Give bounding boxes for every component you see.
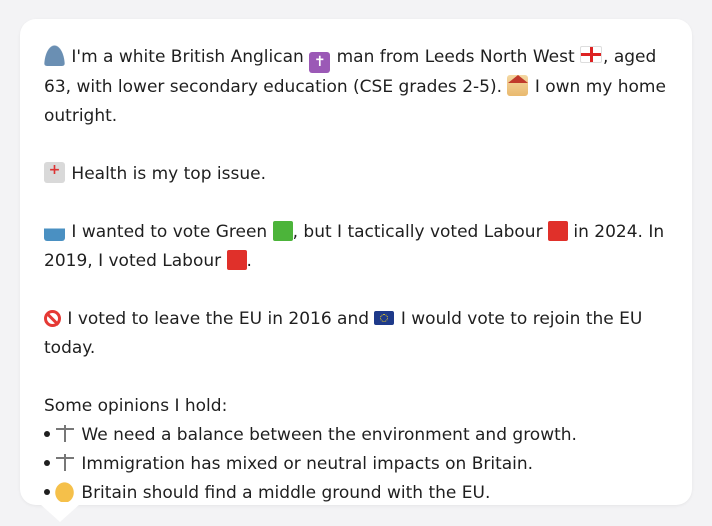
health-paragraph: Health is my top issue. [44,160,668,189]
red-square-icon [547,221,568,241]
opinions-heading: Some opinions I hold: [44,396,228,416]
identity-paragraph: I'm a white British Anglican ✝ man from … [44,43,668,131]
green-square-icon [272,221,293,241]
intro-text-3: , aged 63, with lower secondary educatio… [44,47,657,97]
vote-text-2: , but I tactically voted Labour [292,222,543,242]
opinion-item: Immigration has mixed or neutral impacts… [44,450,668,479]
intro-text-4: I own my home outright. [44,77,666,126]
vote-paragraph: I wanted to vote Green , but I tacticall… [44,218,668,276]
balance-scale-icon [54,423,75,444]
bullet-dot-icon [44,431,50,437]
speech-bubble-tail [40,504,80,522]
intro-text-2: man from Leeds North West [336,47,575,67]
opinion-text: Britain should find a middle ground with… [81,483,491,503]
eu-flag-icon [374,311,395,325]
red-square-icon [226,250,247,270]
eu-text-2: I would vote to rejoin the EU today. [44,309,643,358]
hospital-icon [44,160,65,183]
ballot-box-icon [44,220,65,241]
opinion-item: Britain should find a middle ground with… [44,479,668,508]
no-entry-icon [44,310,61,327]
vote-text-4: . [246,251,252,271]
bust-in-silhouette-icon [44,45,65,66]
bullet-dot-icon [44,460,50,466]
house-icon [507,75,529,96]
persona-card: I'm a white British Anglican ✝ man from … [20,19,692,505]
eu-paragraph: I voted to leave the EU in 2016 and I wo… [44,305,668,363]
england-flag-icon [580,46,603,63]
eu-text-1: I voted to leave the EU in 2016 and [67,309,370,329]
opinion-text: Immigration has mixed or neutral impacts… [81,454,534,474]
vote-text-1: I wanted to vote Green [71,222,268,242]
handshake-icon [54,481,75,502]
intro-text-1: I'm a white British Anglican [71,47,304,67]
bullet-dot-icon [44,489,50,495]
opinion-item: We need a balance between the environmen… [44,421,668,450]
latin-cross-icon: ✝ [309,52,331,73]
balance-scale-icon [54,452,75,473]
vote-text-3: in 2024. In 2019, I voted Labour [44,222,665,271]
opinion-text: We need a balance between the environmen… [81,425,577,445]
health-text: Health is my top issue. [71,164,266,184]
